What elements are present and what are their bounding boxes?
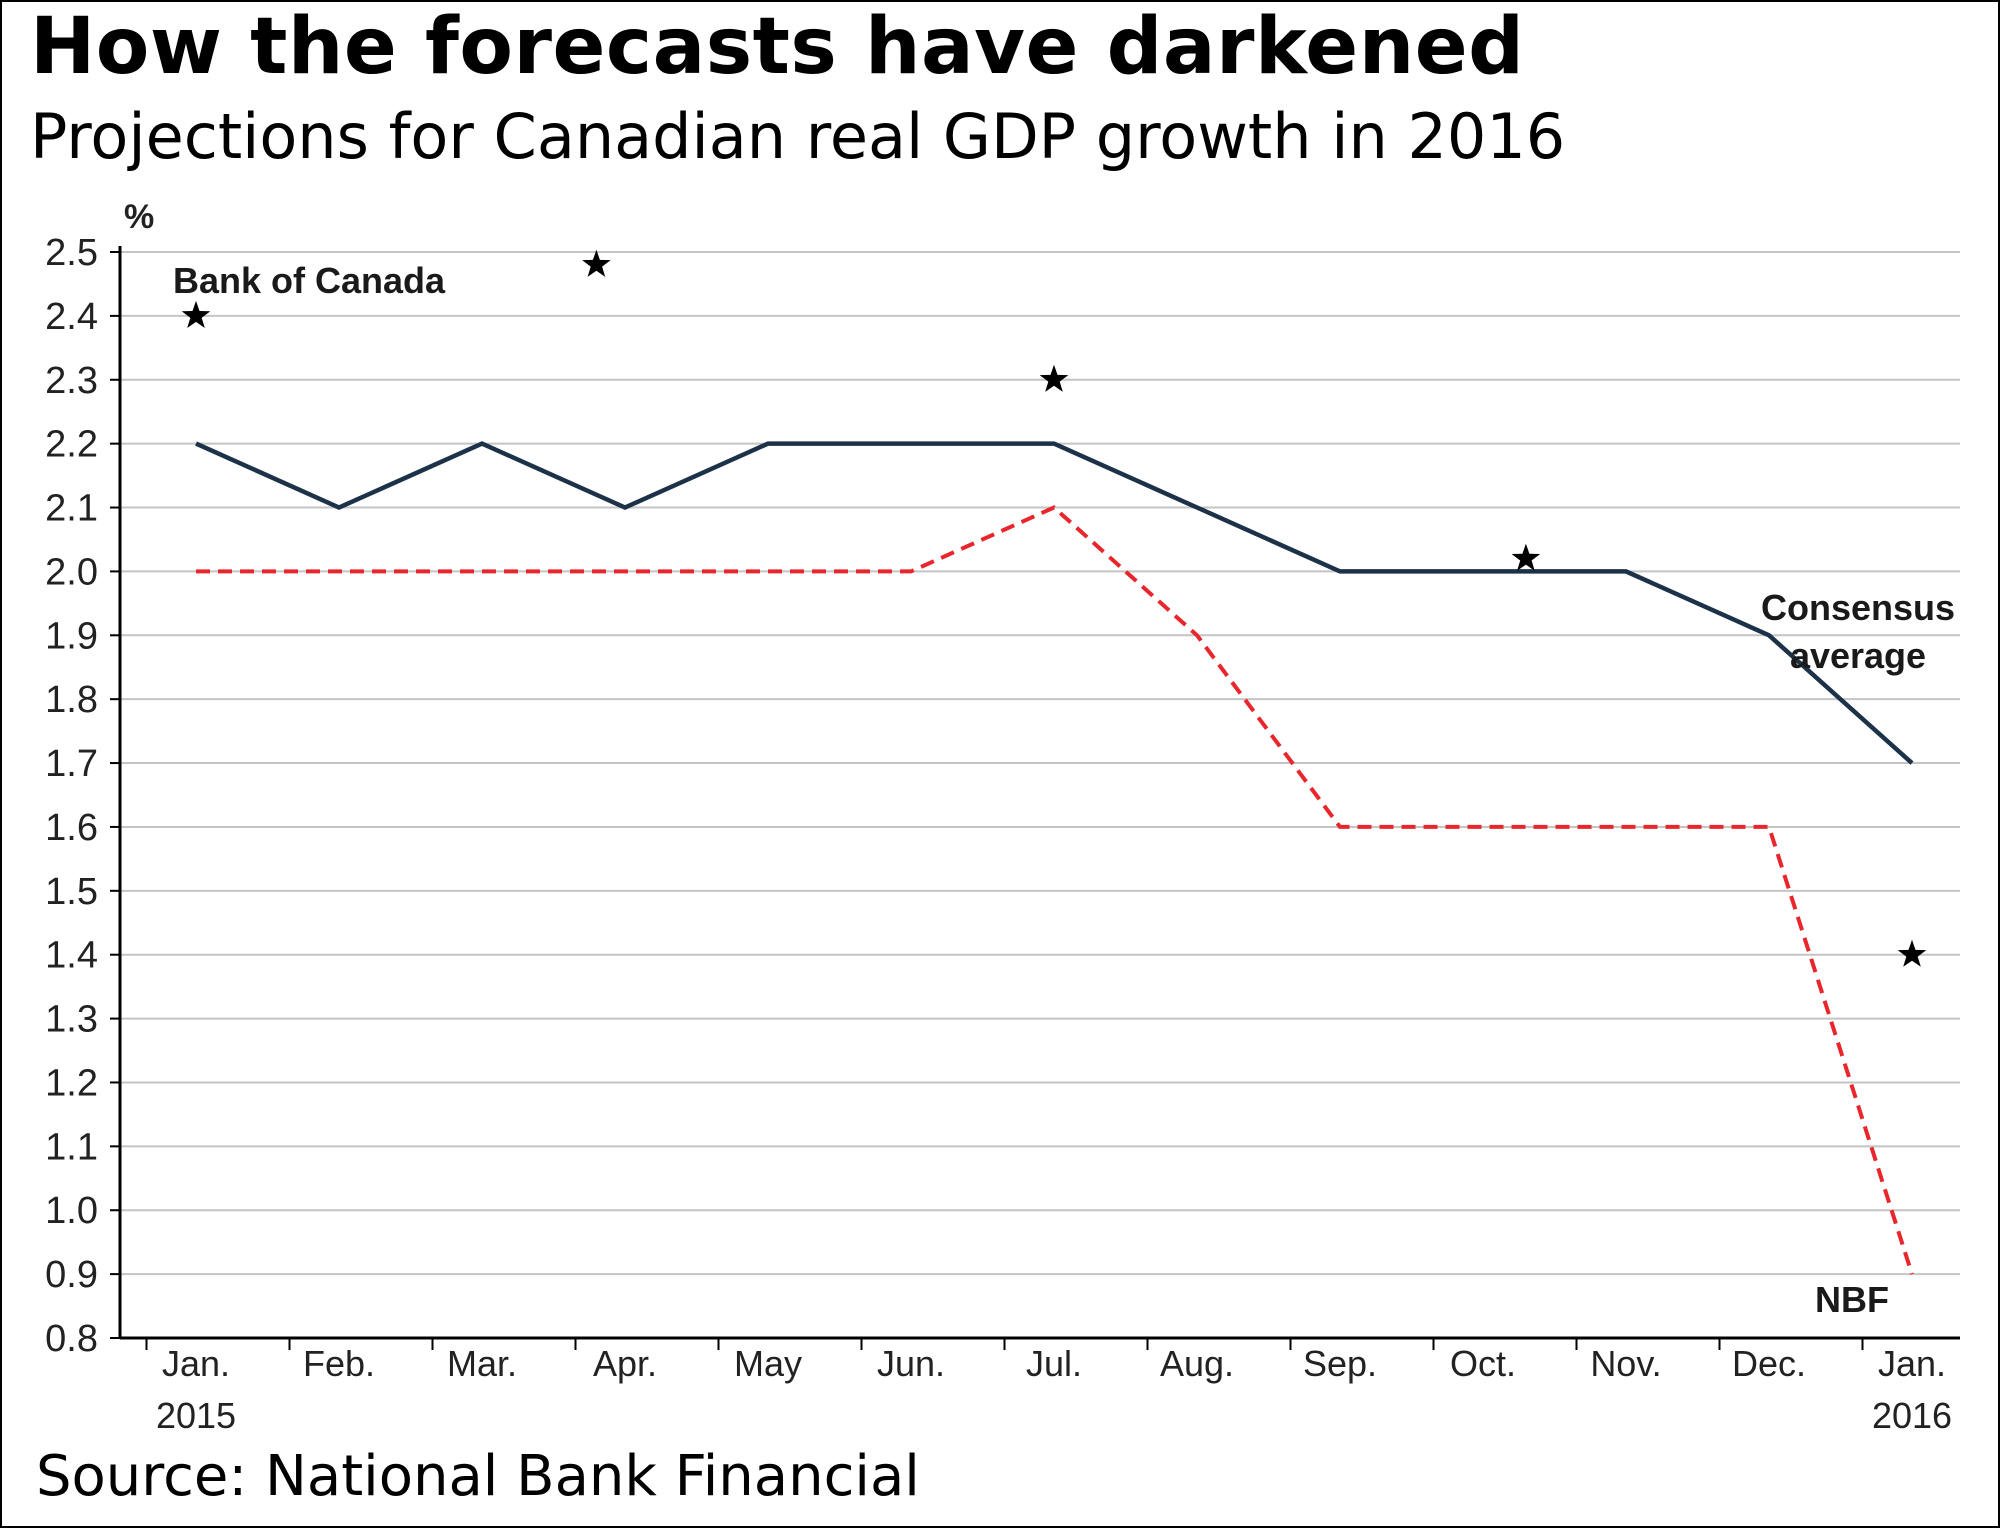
y-tick-label: 2.4 — [45, 296, 98, 338]
y-tick-label: 1.4 — [45, 935, 98, 977]
source-note: Source: National Bank Financial — [36, 1444, 920, 1509]
y-tick-label: 2.0 — [45, 551, 98, 593]
nbf-label: NBF — [1815, 1279, 1889, 1320]
consensus-average-label: Consensus — [1761, 587, 1955, 628]
y-tick-label: 0.9 — [45, 1254, 98, 1296]
x-tick-label: Sep. — [1303, 1343, 1377, 1384]
y-tick-label: 1.2 — [45, 1062, 98, 1104]
y-tick-label: 1.9 — [45, 615, 98, 657]
series — [181, 249, 1927, 1275]
y-tick-label: 1.3 — [45, 999, 98, 1041]
x-tick-label: Jan. — [1878, 1343, 1946, 1384]
x-tick-label: Jul. — [1026, 1343, 1082, 1384]
x-tick-label: Feb. — [303, 1343, 375, 1384]
x-tick-label: Mar. — [447, 1343, 517, 1384]
bank-of-canada-star-marker — [582, 249, 611, 277]
x-tick-label: Jun. — [877, 1343, 945, 1384]
bank-of-canada-label: Bank of Canada — [173, 260, 446, 301]
bank-of-canada-star-marker — [181, 300, 211, 328]
y-tick-label: 1.1 — [45, 1126, 98, 1168]
y-unit-label: % — [124, 198, 154, 236]
y-tick-label: 0.8 — [45, 1318, 98, 1360]
y-tick-label: 2.5 — [45, 232, 98, 274]
consensus-average-label: average — [1790, 635, 1926, 676]
nbf-line — [196, 505, 1914, 1275]
bank-of-canada-star-marker — [1039, 364, 1069, 392]
chart-title: How the forecasts have darkened — [30, 2, 1525, 92]
y-tick-label: 1.8 — [45, 679, 98, 721]
y-tick-label: 2.3 — [45, 360, 98, 402]
series-labels: Consensus average NBF Bank of Canada — [173, 260, 1955, 1320]
y-tick-label: 2.1 — [45, 488, 98, 530]
consensus-average-line — [195, 441, 1914, 765]
bank-of-canada-star-marker — [1897, 939, 1927, 967]
x-tick-label: Oct. — [1450, 1343, 1516, 1384]
x-tick-label: 2016 — [1872, 1395, 1952, 1436]
x-tick-label: 2015 — [156, 1395, 236, 1436]
x-tick-label: Apr. — [593, 1343, 657, 1384]
x-tick-label: Jan. — [162, 1343, 230, 1384]
bank-of-canada-star-marker — [1511, 543, 1541, 571]
x-tick-label: Nov. — [1590, 1343, 1661, 1384]
x-tick-label: Dec. — [1732, 1343, 1806, 1384]
y-tick-label: 1.6 — [45, 807, 98, 849]
x-tick-label: Aug. — [1160, 1343, 1234, 1384]
y-tick-label: 2.2 — [45, 424, 98, 466]
gridlines — [120, 251, 1960, 1276]
y-tick-label: 1.5 — [45, 871, 98, 913]
y-tick-label: 1.7 — [45, 743, 98, 785]
chart-subtitle: Projections for Canadian real GDP growth… — [30, 100, 1566, 173]
y-tick-label: 1.0 — [45, 1190, 98, 1232]
x-tick-label: May — [734, 1343, 802, 1384]
axes: 0.8 0.9 1.0 1.1 1.2 1.3 1.4 1.5 1.6 1.7 1.8 1.9 2.0 2… — [45, 198, 1960, 1436]
